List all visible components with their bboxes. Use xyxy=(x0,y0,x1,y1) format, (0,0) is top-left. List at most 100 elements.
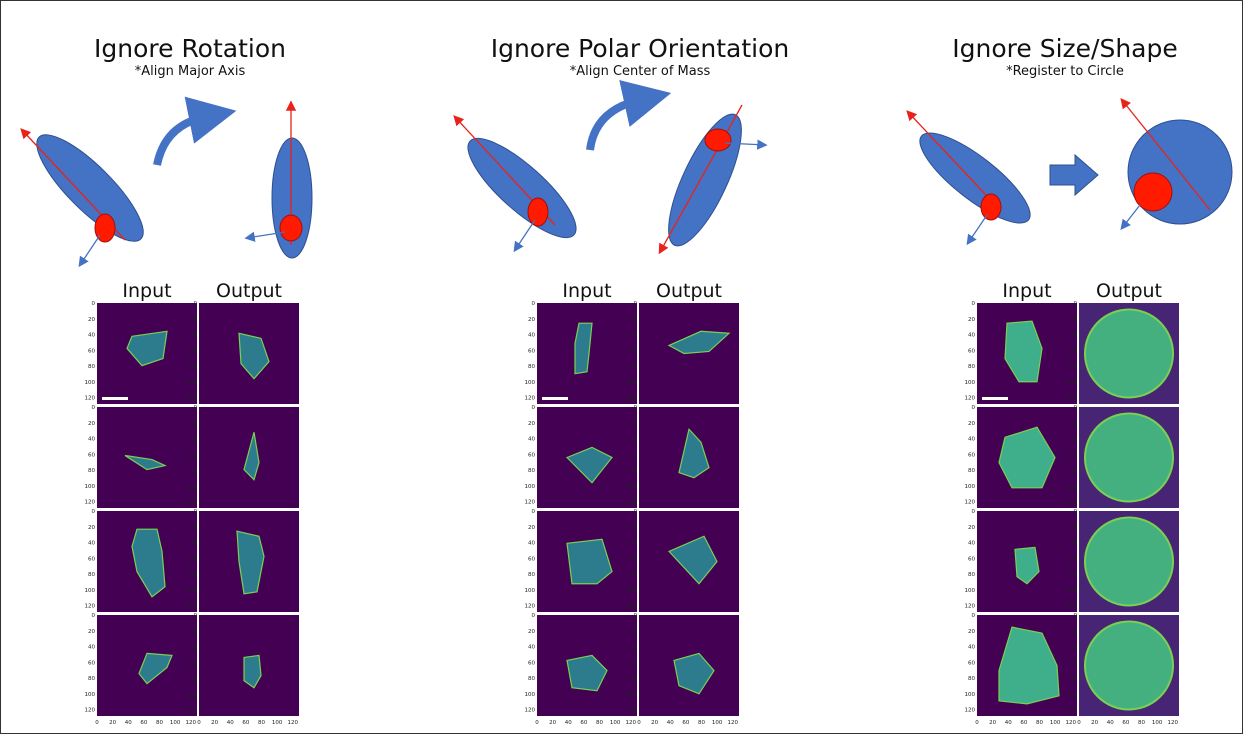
y-tick-label: 0 xyxy=(1074,613,1078,619)
x-tick-label: 100 xyxy=(1152,720,1163,726)
x-tick-label: 40 xyxy=(1107,720,1114,726)
y-tick-label: 80 xyxy=(528,468,535,474)
scale-bar xyxy=(542,397,568,400)
y-tick-label: 100 xyxy=(1067,380,1078,386)
y-tick-label: 120 xyxy=(525,604,536,610)
column-label: Output xyxy=(216,280,282,302)
x-tick-label: 0 xyxy=(975,720,979,726)
y-tick-label: 100 xyxy=(965,692,976,698)
polar-diagram xyxy=(455,100,765,255)
y-tick-label: 80 xyxy=(88,676,95,682)
column-label: Output xyxy=(656,280,722,302)
y-tick-label: 60 xyxy=(88,348,95,354)
x-tick-label: 60 xyxy=(1122,720,1129,726)
y-tick-label: 60 xyxy=(190,452,197,458)
y-tick-label: 100 xyxy=(187,692,198,698)
y-tick-label: 20 xyxy=(190,525,197,531)
image-cell xyxy=(97,407,197,508)
y-tick-label: 120 xyxy=(525,708,536,714)
y-tick-label: 0 xyxy=(194,509,198,515)
y-tick-label: 100 xyxy=(85,484,96,490)
y-tick-label: 40 xyxy=(88,541,95,547)
y-tick-label: 40 xyxy=(1070,645,1077,651)
scale-bar xyxy=(102,397,128,400)
y-tick-label: 0 xyxy=(1074,405,1078,411)
x-tick-label: 120 xyxy=(1066,720,1077,726)
y-tick-label: 80 xyxy=(528,572,535,578)
y-tick-label: 0 xyxy=(634,405,638,411)
y-tick-label: 0 xyxy=(634,301,638,307)
y-tick-label: 120 xyxy=(1067,708,1078,714)
y-tick-label: 100 xyxy=(85,380,96,386)
y-tick-label: 60 xyxy=(190,556,197,562)
y-tick-label: 40 xyxy=(968,645,975,651)
y-tick-label: 0 xyxy=(972,613,976,619)
x-tick-label: 40 xyxy=(565,720,572,726)
y-tick-label: 40 xyxy=(1070,333,1077,339)
y-tick-label: 80 xyxy=(630,572,637,578)
x-tick-label: 0 xyxy=(95,720,99,726)
y-tick-label: 80 xyxy=(968,572,975,578)
y-tick-label: 120 xyxy=(85,604,96,610)
y-tick-label: 0 xyxy=(972,509,976,515)
y-tick-label: 80 xyxy=(630,676,637,682)
y-tick-label: 0 xyxy=(972,405,976,411)
x-tick-label: 60 xyxy=(242,720,249,726)
y-tick-label: 20 xyxy=(528,317,535,323)
y-tick-label: 0 xyxy=(92,301,96,307)
y-tick-label: 0 xyxy=(634,613,638,619)
y-tick-label: 60 xyxy=(528,452,535,458)
y-tick-label: 120 xyxy=(1067,604,1078,610)
x-tick-label: 80 xyxy=(698,720,705,726)
x-tick-label: 120 xyxy=(626,720,637,726)
x-tick-label: 100 xyxy=(610,720,621,726)
x-tick-label: 120 xyxy=(186,720,197,726)
y-tick-label: 40 xyxy=(1070,541,1077,547)
x-tick-label: 120 xyxy=(288,720,299,726)
x-tick-label: 100 xyxy=(712,720,723,726)
y-tick-label: 120 xyxy=(627,708,638,714)
x-tick-label: 40 xyxy=(1005,720,1012,726)
column-label: Input xyxy=(1002,280,1051,302)
x-tick-label: 20 xyxy=(109,720,116,726)
y-tick-label: 100 xyxy=(525,588,536,594)
y-tick-label: 100 xyxy=(525,692,536,698)
x-tick-label: 20 xyxy=(989,720,996,726)
y-tick-label: 40 xyxy=(88,437,95,443)
x-tick-label: 80 xyxy=(258,720,265,726)
y-tick-label: 60 xyxy=(528,556,535,562)
scale-bar xyxy=(982,397,1008,400)
y-tick-label: 20 xyxy=(190,317,197,323)
y-tick-label: 20 xyxy=(968,421,975,427)
y-tick-label: 100 xyxy=(525,484,536,490)
y-tick-label: 100 xyxy=(187,380,198,386)
x-tick-label: 20 xyxy=(651,720,658,726)
x-tick-label: 40 xyxy=(667,720,674,726)
y-tick-label: 120 xyxy=(187,604,198,610)
y-tick-label: 80 xyxy=(968,676,975,682)
y-tick-label: 80 xyxy=(190,572,197,578)
y-tick-label: 60 xyxy=(630,660,637,666)
y-tick-label: 40 xyxy=(968,333,975,339)
figure: Ignore Rotation*Align Major AxisInputOut… xyxy=(0,0,1243,734)
y-tick-label: 40 xyxy=(88,645,95,651)
y-tick-label: 20 xyxy=(528,525,535,531)
y-tick-label: 80 xyxy=(190,468,197,474)
y-tick-label: 120 xyxy=(85,396,96,402)
x-tick-label: 60 xyxy=(682,720,689,726)
x-tick-label: 40 xyxy=(125,720,132,726)
y-tick-label: 20 xyxy=(1070,421,1077,427)
y-tick-label: 20 xyxy=(528,629,535,635)
x-tick-label: 0 xyxy=(197,720,201,726)
y-tick-label: 100 xyxy=(1067,588,1078,594)
y-tick-label: 120 xyxy=(1067,500,1078,506)
y-tick-label: 20 xyxy=(630,525,637,531)
y-tick-label: 80 xyxy=(1070,572,1077,578)
y-tick-label: 120 xyxy=(85,708,96,714)
y-tick-label: 40 xyxy=(968,437,975,443)
y-tick-label: 60 xyxy=(1070,348,1077,354)
x-tick-label: 0 xyxy=(637,720,641,726)
y-tick-label: 100 xyxy=(627,588,638,594)
y-tick-label: 20 xyxy=(968,317,975,323)
cell-disc xyxy=(1085,414,1173,502)
